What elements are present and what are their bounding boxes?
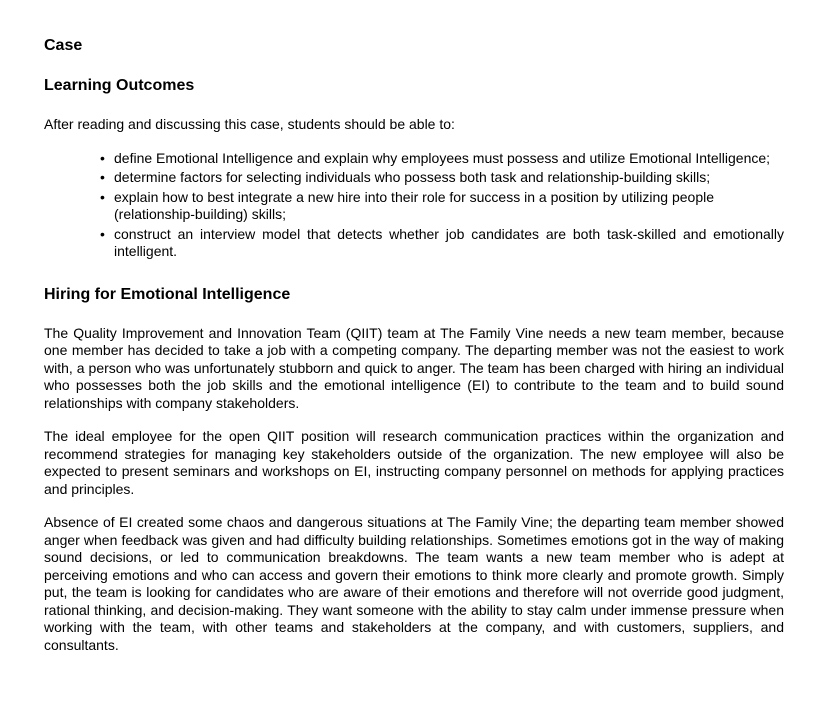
heading-case: Case (44, 36, 784, 56)
body-paragraph: The Quality Improvement and Innovation T… (44, 325, 784, 413)
list-item: explain how to best integrate a new hire… (100, 189, 784, 224)
intro-text: After reading and discussing this case, … (44, 116, 784, 134)
body-paragraph: The ideal employee for the open QIIT pos… (44, 428, 784, 498)
heading-hiring: Hiring for Emotional Intelligence (44, 285, 784, 305)
list-item: determine factors for selecting individu… (100, 169, 784, 187)
list-item: define Emotional Intelligence and explai… (100, 150, 784, 168)
body-paragraph: Absence of EI created some chaos and dan… (44, 514, 784, 654)
list-item: construct an interview model that detect… (100, 226, 784, 261)
heading-learning-outcomes: Learning Outcomes (44, 76, 784, 96)
outcomes-list: define Emotional Intelligence and explai… (44, 150, 784, 261)
